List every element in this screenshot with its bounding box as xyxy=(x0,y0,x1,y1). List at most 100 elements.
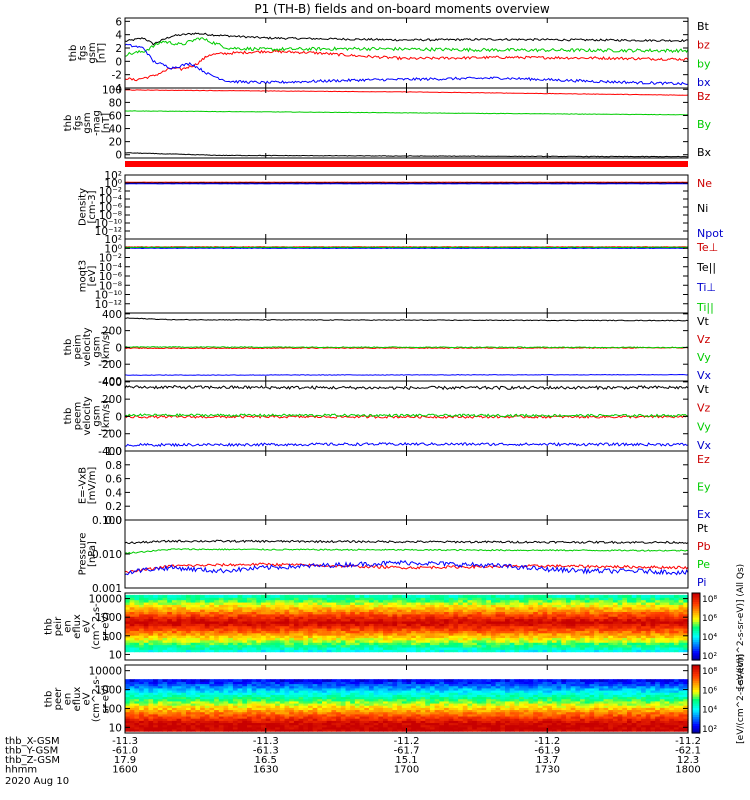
heatmap-cell xyxy=(383,713,389,717)
heatmap-cell xyxy=(326,632,333,636)
heatmap-cell xyxy=(279,649,286,653)
heatmap-cell xyxy=(256,724,262,728)
heatmap-cell xyxy=(448,632,455,636)
heatmap-cell xyxy=(157,711,164,715)
heatmap-cell xyxy=(458,627,464,631)
colorbar-tick-label: 10² xyxy=(702,652,717,662)
heatmap-cell xyxy=(486,627,492,631)
heatmap-cell xyxy=(415,698,422,702)
heatmap-cell xyxy=(251,685,257,689)
heatmap-cell xyxy=(143,613,150,617)
heatmap-cell xyxy=(655,625,661,629)
heatmap-cell xyxy=(303,620,309,624)
heatmap-cell xyxy=(190,623,196,627)
heatmap-cell xyxy=(383,694,389,698)
heatmap-cell xyxy=(143,623,150,627)
heatmap-cell xyxy=(157,713,164,717)
heatmap-cell xyxy=(467,625,473,629)
heatmap-cell xyxy=(514,632,520,636)
heatmap-cell xyxy=(589,646,595,650)
heatmap-cell xyxy=(354,728,361,732)
heatmap-cell xyxy=(232,679,239,682)
y-tick-label: 6 xyxy=(115,16,122,28)
heatmap-cell xyxy=(171,613,178,617)
heatmap-cell xyxy=(368,715,375,719)
heatmap-cell xyxy=(190,709,196,713)
heatmap-cell xyxy=(528,625,534,629)
heatmap-cell xyxy=(242,711,248,715)
heatmap-cell xyxy=(336,635,342,639)
heatmap-cell xyxy=(495,646,501,650)
legend-label: Bx xyxy=(697,146,712,159)
heatmap-cell xyxy=(350,685,356,689)
heatmap-cell xyxy=(575,637,581,641)
heatmap-cell xyxy=(406,700,412,704)
heatmap-cell xyxy=(673,611,680,615)
heatmap-cell xyxy=(275,627,281,631)
heatmap-cell xyxy=(214,618,220,622)
heatmap-cell xyxy=(462,644,469,648)
heatmap-cell xyxy=(190,681,196,685)
heatmap-cell xyxy=(139,620,145,624)
heatmap-cell xyxy=(237,724,243,728)
heatmap-cell xyxy=(270,681,276,685)
heatmap-cell xyxy=(462,635,469,639)
heatmap-cell xyxy=(444,613,450,617)
heatmap-cell xyxy=(383,726,389,730)
heatmap-cell xyxy=(209,630,215,634)
heatmap-cell xyxy=(312,689,318,693)
heatmap-cell xyxy=(270,627,276,631)
heatmap-cell xyxy=(157,718,164,721)
heatmap-cell xyxy=(387,681,394,685)
heatmap-cell xyxy=(242,728,248,732)
heatmap-cell xyxy=(176,696,182,700)
heatmap-cell xyxy=(603,611,609,615)
panel-frame xyxy=(124,174,689,240)
heatmap-cell xyxy=(195,632,201,636)
heatmap-cell xyxy=(148,597,154,601)
heatmap-cell xyxy=(331,611,337,615)
heatmap-cell xyxy=(364,722,370,726)
heatmap-cell xyxy=(378,623,384,627)
heatmap-cell xyxy=(444,623,450,627)
heatmap-cell xyxy=(228,613,234,617)
heatmap-cell xyxy=(495,627,501,631)
heatmap-cell xyxy=(500,623,506,627)
heatmap-cell xyxy=(307,599,314,603)
heatmap-cell xyxy=(354,720,361,724)
heatmap-cell xyxy=(542,644,548,648)
heatmap-cell xyxy=(678,604,684,608)
heatmap-cell xyxy=(589,611,595,615)
heatmap-cell xyxy=(608,642,614,646)
heatmap-cell xyxy=(232,627,239,631)
heatmap-cell xyxy=(232,709,239,713)
heatmap-cell xyxy=(312,637,318,641)
heatmap-cell xyxy=(523,639,530,643)
heatmap-cell xyxy=(359,646,365,650)
heatmap-cell xyxy=(303,681,309,685)
heatmap-cell xyxy=(181,601,187,605)
heatmap-cell xyxy=(383,649,389,653)
heatmap-cell xyxy=(129,711,135,715)
heatmap-cell xyxy=(415,618,422,622)
heatmap-cell xyxy=(143,718,150,721)
heatmap-cell xyxy=(326,728,333,732)
y-tick-label: 10⁻¹⁰ xyxy=(95,218,122,230)
heatmap-cell xyxy=(401,700,408,704)
heatmap-cell xyxy=(176,679,182,682)
heatmap-cell xyxy=(265,637,272,641)
heatmap-cell xyxy=(509,630,516,634)
heatmap-cell xyxy=(242,625,248,629)
heatmap-cell xyxy=(148,639,154,643)
heatmap-cell xyxy=(425,609,431,613)
heatmap-cell xyxy=(167,694,173,698)
heatmap-cell xyxy=(209,724,215,728)
heatmap-cell xyxy=(322,681,328,685)
heatmap-cell xyxy=(458,623,464,627)
heatmap-cell xyxy=(190,594,196,598)
heatmap-cell xyxy=(354,623,361,627)
heatmap-cell xyxy=(331,644,337,648)
heatmap-cell xyxy=(195,696,201,700)
heatmap-cell xyxy=(453,644,459,648)
heatmap-cell xyxy=(434,630,440,634)
